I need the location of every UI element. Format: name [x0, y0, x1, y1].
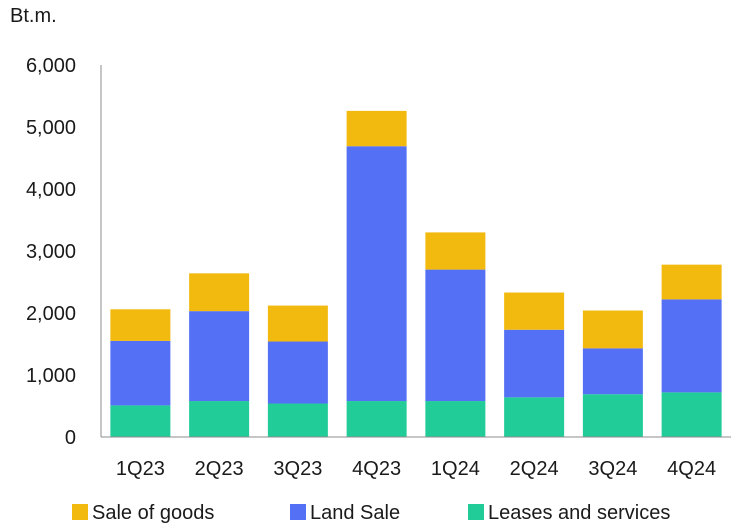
y-tick-label: 3,000: [26, 241, 76, 263]
bar-leases-and-services: [425, 401, 486, 437]
bar-land-sale: [110, 340, 171, 406]
y-tick-label: 0: [65, 427, 76, 449]
y-tick-label: 6,000: [26, 55, 76, 77]
legend: Sale of goods Land Sale Leases and service…: [72, 502, 670, 524]
bar-land-sale: [267, 341, 328, 404]
legend-label-sale-of-goods: Sale of goods: [92, 502, 214, 524]
bar-land-sale: [189, 311, 250, 402]
bar-sale-of-goods: [504, 292, 565, 330]
x-axis: 1Q23 2Q23 3Q23 4Q23 1Q24 2Q24 3Q24 4Q24: [101, 436, 731, 480]
legend-swatch-land-sale: [290, 504, 306, 520]
x-tick-label: 1Q24: [431, 458, 480, 480]
bar-land-sale: [504, 329, 565, 398]
y-tick-label: 5,000: [26, 117, 76, 139]
legend-label-leases-and-services: Leases and services: [488, 502, 670, 524]
bar-land-sale: [346, 146, 407, 402]
bar-leases-and-services: [582, 394, 643, 437]
y-tick-label: 4,000: [26, 179, 76, 201]
bar-sale-of-goods: [661, 264, 722, 300]
bar-sale-of-goods: [582, 310, 643, 349]
bar-leases-and-services: [661, 392, 722, 437]
legend-swatch-sale-of-goods: [72, 504, 88, 520]
bar-sale-of-goods: [425, 232, 486, 270]
bar-leases-and-services: [110, 405, 171, 437]
x-tick-label: 3Q24: [588, 458, 637, 480]
bar-leases-and-services: [189, 401, 250, 437]
bar-leases-and-services: [504, 397, 565, 437]
x-tick-label: 2Q23: [195, 458, 244, 480]
bar-leases-and-services: [346, 401, 407, 437]
bar-land-sale: [582, 348, 643, 395]
x-tick-label: 4Q23: [352, 458, 401, 480]
bar-sale-of-goods: [346, 110, 407, 147]
x-tick-label: 2Q24: [510, 458, 559, 480]
bar-sale-of-goods: [189, 273, 250, 312]
y-tick-label: 2,000: [26, 303, 76, 325]
x-tick-label: 4Q24: [667, 458, 716, 480]
y-unit-label: Bt.m.: [10, 5, 57, 27]
y-axis: 0 1,000 2,000 3,000 4,000 5,000 6,000: [26, 55, 102, 449]
bar-sale-of-goods: [110, 309, 171, 341]
y-tick-label: 1,000: [26, 365, 76, 387]
bars: [110, 110, 722, 437]
bar-leases-and-services: [267, 403, 328, 437]
legend-swatch-leases-and-services: [468, 504, 484, 520]
bar-land-sale: [425, 269, 486, 402]
legend-label-land-sale: Land Sale: [310, 502, 400, 524]
bar-sale-of-goods: [267, 305, 328, 342]
x-tick-label: 1Q23: [116, 458, 165, 480]
x-tick-label: 3Q23: [273, 458, 322, 480]
bar-land-sale: [661, 299, 722, 393]
